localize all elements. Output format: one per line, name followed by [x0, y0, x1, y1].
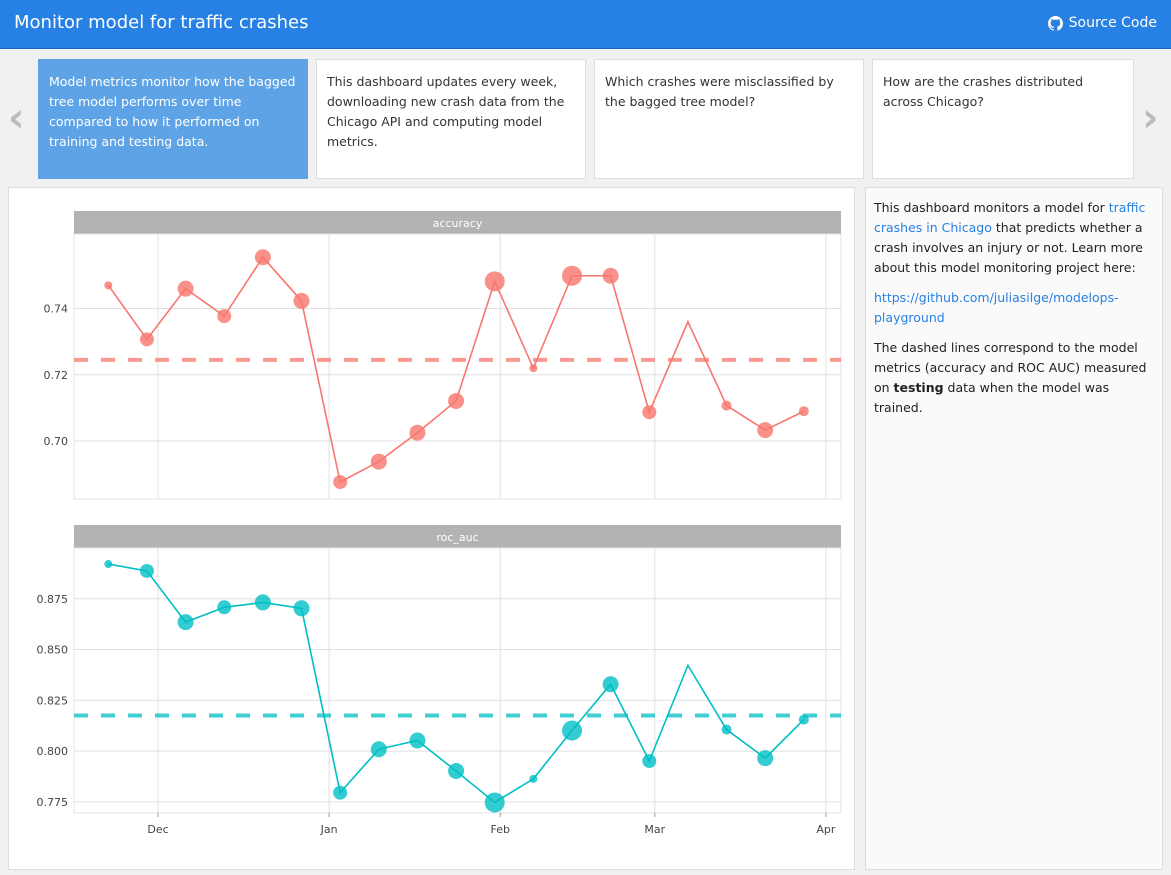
- y-tick-label: 0.825: [37, 694, 69, 707]
- data-point: [798, 714, 809, 725]
- data-point: [177, 614, 194, 631]
- card-text: How are the crashes distributed across C…: [883, 74, 1084, 109]
- note-text: The dashed lines correspond to the model…: [874, 340, 1147, 395]
- facet-label: accuracy: [433, 217, 483, 230]
- data-point: [409, 424, 426, 441]
- data-point: [139, 563, 154, 578]
- github-repo-link[interactable]: https://github.com/juliasilge/modelops-p…: [874, 290, 1119, 325]
- x-tick-label: Dec: [147, 823, 168, 836]
- data-point: [254, 249, 271, 266]
- data-point: [757, 422, 774, 439]
- data-point: [484, 792, 505, 813]
- data-point: [602, 676, 619, 693]
- carousel-card[interactable]: This dashboard updates every week, downl…: [316, 59, 586, 179]
- x-tick-label: Feb: [490, 823, 509, 836]
- plot-area: [73, 233, 842, 500]
- facet-label: roc_auc: [436, 531, 478, 544]
- chevron-right-icon[interactable]: ›: [1142, 95, 1159, 141]
- card-text: This dashboard updates every week, downl…: [327, 74, 565, 149]
- facet-strip: [74, 211, 841, 234]
- intro-text: This dashboard monitors a model for: [874, 200, 1109, 215]
- y-tick-label: 0.70: [44, 435, 69, 448]
- data-point: [529, 364, 538, 373]
- data-point: [562, 720, 582, 741]
- x-tick-label: Mar: [644, 823, 665, 836]
- data-point: [217, 309, 232, 324]
- data-point: [448, 392, 465, 409]
- data-point: [602, 267, 619, 284]
- data-point: [370, 453, 387, 470]
- data-point: [448, 762, 465, 779]
- data-point: [333, 785, 348, 800]
- page-title: Monitor model for traffic crashes: [14, 12, 309, 33]
- source-code-link[interactable]: Source Code: [1047, 15, 1157, 31]
- y-tick-label: 0.875: [37, 593, 69, 606]
- y-tick-label: 0.800: [37, 745, 69, 758]
- card-text: Which crashes were misclassified by the …: [605, 74, 834, 109]
- data-point: [370, 741, 387, 758]
- data-point: [529, 774, 538, 783]
- app-header: Monitor model for traffic crashes Source…: [0, 0, 1171, 49]
- x-tick-label: Apr: [816, 823, 836, 836]
- dashed-lines-note: The dashed lines correspond to the model…: [874, 338, 1154, 418]
- facet-strip: [74, 525, 841, 548]
- intro-paragraph: This dashboard monitors a model for traf…: [874, 198, 1154, 278]
- info-sidebar: This dashboard monitors a model for traf…: [865, 187, 1163, 870]
- data-point: [217, 600, 232, 615]
- data-point: [409, 732, 426, 749]
- y-tick-label: 0.850: [37, 644, 69, 657]
- data-point: [721, 400, 732, 411]
- card-text: Model metrics monitor how the bagged tre…: [49, 74, 296, 149]
- data-point: [333, 475, 348, 490]
- note-text-end: data when the model was trained.: [874, 380, 1110, 415]
- metrics-chart-panel: accuracy 0.70 0.72 0.74 roc_auc 0.775 0.800 0.8…: [8, 187, 855, 870]
- source-code-label: Source Code: [1068, 15, 1157, 31]
- github-icon: [1047, 15, 1063, 31]
- data-point: [177, 280, 194, 297]
- data-point: [104, 281, 113, 290]
- intro-text-end: that predicts whether a crash involves a…: [874, 220, 1143, 275]
- data-point: [254, 594, 271, 611]
- y-tick-label: 0.74: [44, 303, 69, 316]
- data-point: [484, 271, 505, 292]
- carousel-card[interactable]: Which crashes were misclassified by the …: [594, 59, 864, 179]
- data-point: [721, 724, 732, 735]
- data-point: [798, 406, 809, 417]
- metrics-chart: accuracy 0.70 0.72 0.74 roc_auc 0.775 0.800 0.8…: [37, 211, 842, 836]
- chevron-left-icon[interactable]: ‹: [8, 95, 25, 141]
- carousel-card[interactable]: How are the crashes distributed across C…: [872, 59, 1134, 179]
- y-tick-label: 0.72: [44, 369, 69, 382]
- traffic-crashes-link[interactable]: traffic crashes in Chicago: [874, 200, 1146, 235]
- carousel-card[interactable]: Model metrics monitor how the bagged tre…: [38, 59, 308, 179]
- data-point: [139, 332, 154, 347]
- y-tick-label: 0.775: [37, 796, 69, 809]
- note-bold: testing: [893, 380, 944, 395]
- x-tick-label: Jan: [320, 823, 338, 836]
- data-point: [104, 560, 113, 569]
- data-point: [293, 292, 310, 309]
- data-point: [642, 754, 657, 769]
- data-point: [757, 750, 774, 767]
- data-point: [642, 405, 657, 420]
- data-point: [562, 265, 582, 286]
- data-point: [293, 600, 310, 617]
